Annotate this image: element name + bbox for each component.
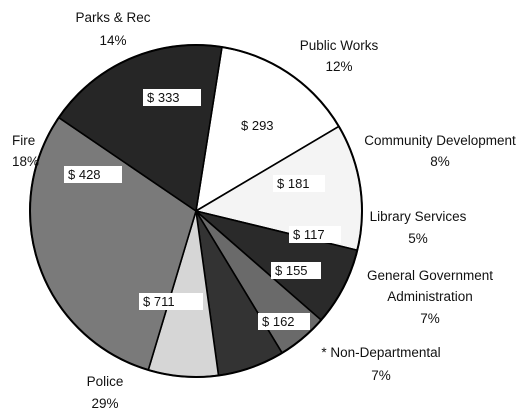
value-label-parks-rec: $ 333 — [143, 89, 201, 106]
category-name: * Non-Departmental — [321, 345, 440, 360]
category-label-non-departmental: * Non-Departmental 7% — [321, 345, 440, 383]
value-label-text: $ 333 — [147, 90, 180, 105]
category-label-library-services: Library Services 5% — [370, 209, 467, 246]
value-label-box — [237, 117, 295, 134]
value-label-box — [64, 166, 122, 183]
percent-label: 5% — [408, 231, 428, 246]
category-label-parks-rec: Parks & Rec 14% — [75, 10, 150, 48]
value-label-box — [143, 89, 201, 106]
value-label-box — [273, 175, 325, 192]
value-label-box — [271, 262, 321, 279]
percent-label: 7% — [420, 311, 440, 326]
category-name: Police — [87, 374, 124, 389]
value-label-public-works: $ 293 — [237, 117, 295, 134]
category-name: Public Works — [300, 38, 379, 53]
category-label-fire: Fire 18% — [12, 133, 39, 169]
category-name: Fire — [12, 133, 35, 148]
value-label-general-government-administration: $ 155 — [271, 262, 321, 279]
value-label-community-development: $ 181 — [273, 175, 325, 192]
percent-label: 14% — [99, 33, 126, 48]
category-name: Parks & Rec — [75, 10, 150, 25]
value-label-text: $ 117 — [293, 227, 325, 242]
value-label-fire: $ 428 — [64, 166, 122, 183]
value-label-library-services: $ 117 — [289, 226, 341, 243]
percent-label: 12% — [325, 59, 352, 74]
percent-label: 18% — [12, 154, 39, 169]
value-label-text: $ 155 — [275, 263, 308, 278]
value-label-text: $ 428 — [68, 167, 101, 182]
value-label-text: $ 293 — [241, 118, 274, 133]
percent-label: 8% — [430, 154, 450, 169]
value-label-text: $ 162 — [262, 314, 295, 329]
category-name: Administration — [387, 289, 473, 304]
value-label-text: $ 711 — [143, 294, 175, 309]
category-name: Library Services — [370, 209, 467, 224]
category-label-public-works: Public Works 12% — [300, 38, 379, 74]
value-label-text: $ 181 — [277, 176, 310, 191]
category-label-general-government-administration: General Government Administration 7% — [367, 268, 493, 326]
value-label-box — [258, 313, 310, 330]
value-label-police: $ 711 — [139, 293, 203, 310]
category-label-police: Police 29% — [87, 374, 124, 411]
value-label-non-departmental: $ 162 — [258, 313, 310, 330]
percent-label: 29% — [91, 396, 118, 411]
category-name: Community Development — [364, 133, 516, 148]
category-name: General Government — [367, 268, 493, 283]
percent-label: 7% — [371, 368, 391, 383]
value-label-box — [289, 226, 341, 243]
category-label-community-development: Community Development 8% — [364, 133, 516, 169]
pie-outline — [29, 44, 363, 378]
value-label-box — [139, 293, 203, 310]
